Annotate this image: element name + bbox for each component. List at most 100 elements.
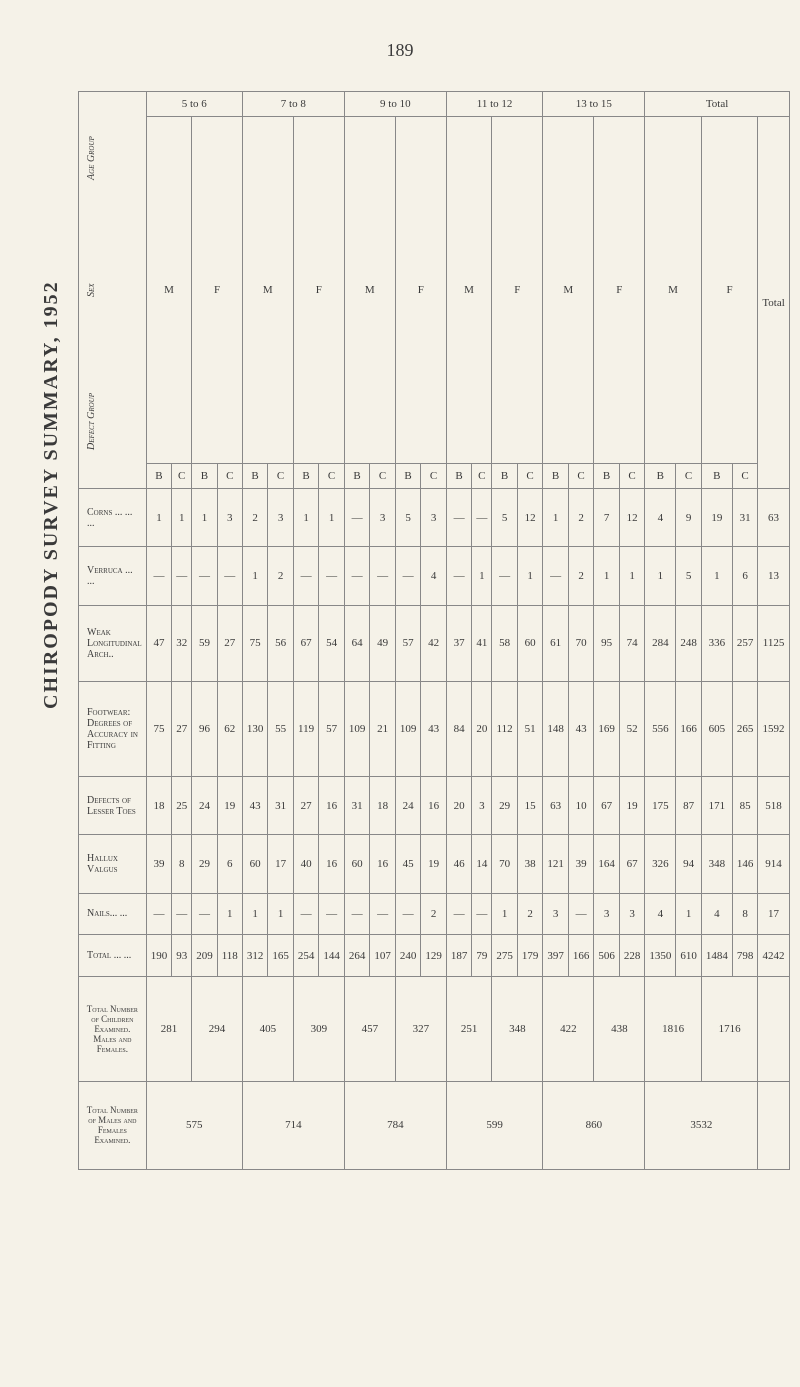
sex-m: M xyxy=(543,117,594,464)
defect-row-label: Weak Longitudinal Arch.. xyxy=(79,605,147,682)
sex-f: F xyxy=(293,117,344,464)
cell: 119 xyxy=(293,682,319,777)
col-b: B xyxy=(492,464,518,489)
cell: — xyxy=(217,547,242,605)
cell: 45 xyxy=(395,835,421,893)
cell: 1 xyxy=(293,489,319,547)
cell: 95 xyxy=(594,605,620,682)
cell: — xyxy=(492,547,518,605)
cell: 16 xyxy=(319,777,345,835)
cell: 5 xyxy=(395,489,421,547)
sex-f: F xyxy=(701,117,758,464)
cell: 61 xyxy=(543,605,569,682)
col-c: C xyxy=(421,464,447,489)
cell: 20 xyxy=(472,682,492,777)
cell: 56 xyxy=(268,605,294,682)
cell: 1 xyxy=(217,893,242,935)
sex-header: Sex xyxy=(83,230,100,350)
cell: 10 xyxy=(568,777,594,835)
col-c: C xyxy=(619,464,645,489)
age-group-11to12: 11 to 12 xyxy=(446,92,543,117)
cell: 556 xyxy=(645,682,676,777)
defect-row-label: Verruca ... ... xyxy=(79,547,147,605)
cell: 43 xyxy=(568,682,594,777)
cell: 281 xyxy=(146,976,192,1081)
cell: 146 xyxy=(732,835,758,893)
cell: 75 xyxy=(146,682,172,777)
cell: 1 xyxy=(645,547,676,605)
col-c: C xyxy=(217,464,242,489)
defect-row-label: Footwear: Degrees of Accuracy in Fitting xyxy=(79,682,147,777)
cell: 1 xyxy=(492,893,518,935)
cell: 1 xyxy=(701,547,732,605)
col-c: C xyxy=(268,464,294,489)
cell: 348 xyxy=(492,976,543,1081)
cell: 1 xyxy=(619,547,645,605)
cell: 87 xyxy=(676,777,702,835)
cell: 60 xyxy=(242,835,268,893)
cell: 1484 xyxy=(701,935,732,977)
cell: 166 xyxy=(676,682,702,777)
col-b: B xyxy=(395,464,421,489)
col-c: C xyxy=(370,464,396,489)
cell: 1592 xyxy=(758,682,789,777)
table-title: CHIROPODY SURVEY SUMMARY, 1952 xyxy=(30,91,63,898)
cell: 175 xyxy=(645,777,676,835)
cell: 326 xyxy=(645,835,676,893)
cell: 46 xyxy=(446,835,472,893)
cell: 1816 xyxy=(645,976,702,1081)
cell: 1 xyxy=(242,547,268,605)
total-col: Total xyxy=(758,117,789,489)
cell: 67 xyxy=(619,835,645,893)
cell: 144 xyxy=(319,935,345,977)
cell: 327 xyxy=(395,976,446,1081)
cell: 121 xyxy=(543,835,569,893)
sex-m: M xyxy=(146,117,192,464)
cell: 84 xyxy=(446,682,472,777)
sex-f: F xyxy=(492,117,543,464)
col-b: B xyxy=(293,464,319,489)
cell: 3 xyxy=(217,489,242,547)
col-c: C xyxy=(676,464,702,489)
cell: 38 xyxy=(517,835,543,893)
cell: 109 xyxy=(395,682,421,777)
cell: 336 xyxy=(701,605,732,682)
cell: 107 xyxy=(370,935,396,977)
cell: 49 xyxy=(370,605,396,682)
cell: 79 xyxy=(472,935,492,977)
cell: 85 xyxy=(732,777,758,835)
cell: 3 xyxy=(268,489,294,547)
cell: 40 xyxy=(293,835,319,893)
col-c: C xyxy=(517,464,543,489)
cell: — xyxy=(446,893,472,935)
cell: 714 xyxy=(242,1081,344,1169)
cell: 12 xyxy=(517,489,543,547)
cell: 860 xyxy=(543,1081,645,1169)
cell: — xyxy=(472,893,492,935)
cell: 348 xyxy=(701,835,732,893)
age-group-9to10: 9 to 10 xyxy=(344,92,446,117)
cell: 1 xyxy=(594,547,620,605)
cell: 19 xyxy=(619,777,645,835)
cell: 265 xyxy=(732,682,758,777)
sex-f: F xyxy=(594,117,645,464)
cell: 27 xyxy=(293,777,319,835)
cell: 2 xyxy=(242,489,268,547)
cell: 457 xyxy=(344,976,395,1081)
cell: 1 xyxy=(319,489,345,547)
cell: 32 xyxy=(172,605,192,682)
cell: 18 xyxy=(146,777,172,835)
sex-m: M xyxy=(446,117,492,464)
cell: 518 xyxy=(758,777,789,835)
sex-m: M xyxy=(645,117,702,464)
cell: 29 xyxy=(192,835,218,893)
cell: 148 xyxy=(543,682,569,777)
age-group-5to6: 5 to 6 xyxy=(146,92,242,117)
cell: 130 xyxy=(242,682,268,777)
cell: 42 xyxy=(421,605,447,682)
cell: 19 xyxy=(701,489,732,547)
children-examined-label: Total Number of Children Examined. Males… xyxy=(79,976,147,1081)
cell: 43 xyxy=(242,777,268,835)
col-b: B xyxy=(192,464,218,489)
cell: 1 xyxy=(543,489,569,547)
